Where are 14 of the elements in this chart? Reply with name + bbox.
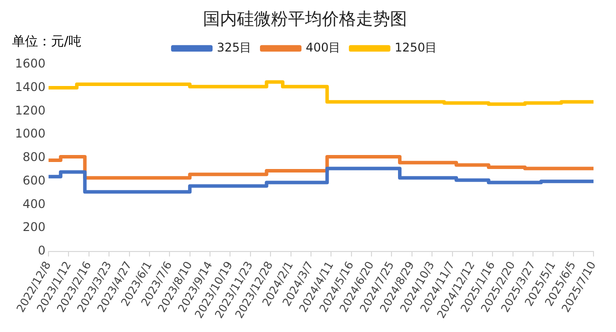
text: 单位：元/吨 [12, 34, 82, 50]
y-tick-label: 1600 [14, 56, 46, 71]
y-tick-label: 1400 [14, 80, 46, 94]
chart-title: 国内硅微粉平均价格走势图 [203, 10, 407, 30]
y-tick-label: 800 [22, 150, 46, 164]
y-tick-label: 400 [22, 196, 46, 211]
y-tick-label: 600 [22, 173, 46, 188]
legend-label: 325目 [216, 40, 252, 55]
y-tick-label: 1000 [14, 126, 46, 141]
y-tick-label: 0 [38, 244, 46, 258]
y-tick-label: 1200 [14, 103, 46, 118]
legend-label: 1250目 [394, 40, 438, 55]
y-tick-label: 200 [22, 220, 46, 234]
legend-label: 400目 [306, 40, 341, 55]
